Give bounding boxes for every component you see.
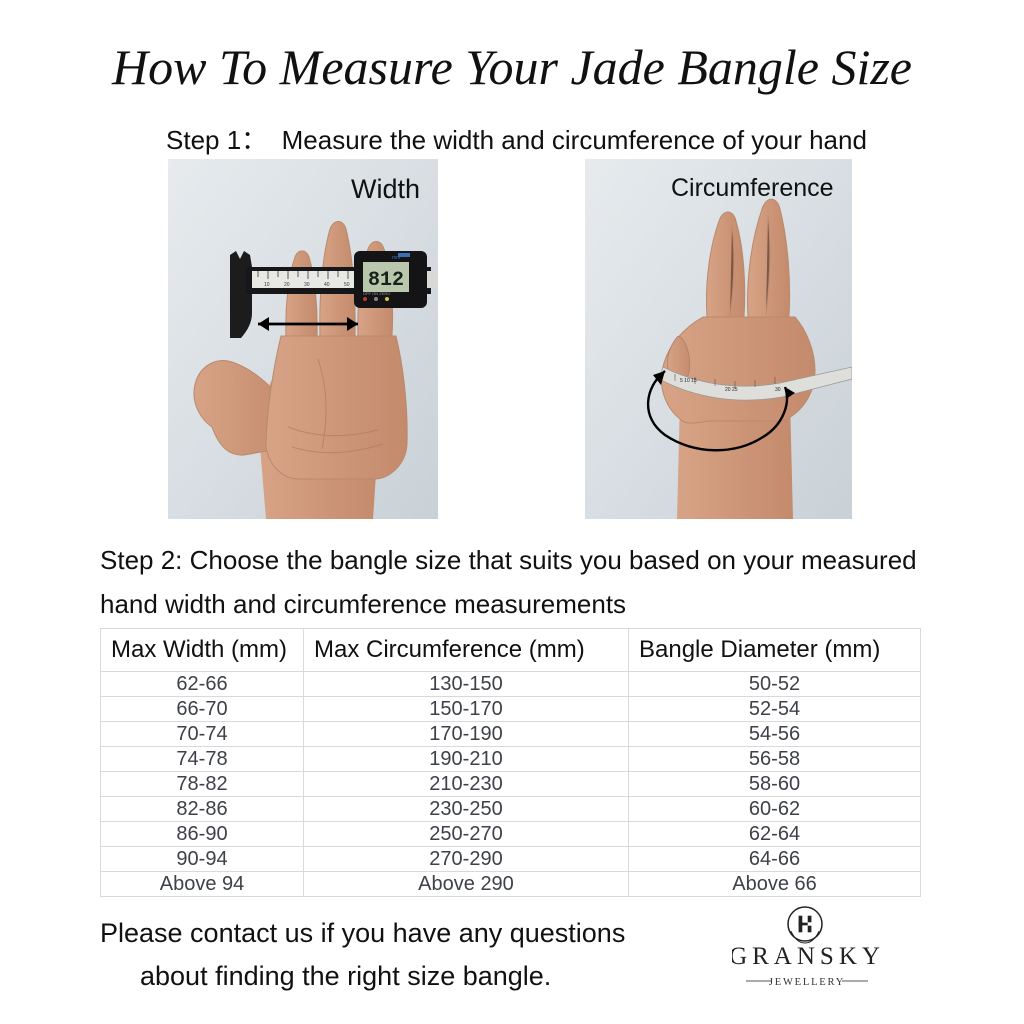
- svg-text:40: 40: [324, 282, 330, 288]
- svg-text:JEWELLERY: JEWELLERY: [769, 977, 845, 988]
- svg-text:50: 50: [344, 282, 350, 288]
- svg-text:10: 10: [264, 282, 270, 288]
- svg-text:20: 20: [284, 282, 290, 288]
- svg-text:30: 30: [775, 387, 781, 393]
- svg-text:5 10 15: 5 10 15: [680, 378, 697, 384]
- svg-text:812: 812: [368, 269, 404, 292]
- svg-text:30: 30: [304, 282, 310, 288]
- svg-text:OFF ON ZERO: OFF ON ZERO: [363, 291, 390, 296]
- svg-text:20 25: 20 25: [725, 387, 738, 393]
- svg-text:GRANSKY: GRANSKY: [732, 943, 882, 970]
